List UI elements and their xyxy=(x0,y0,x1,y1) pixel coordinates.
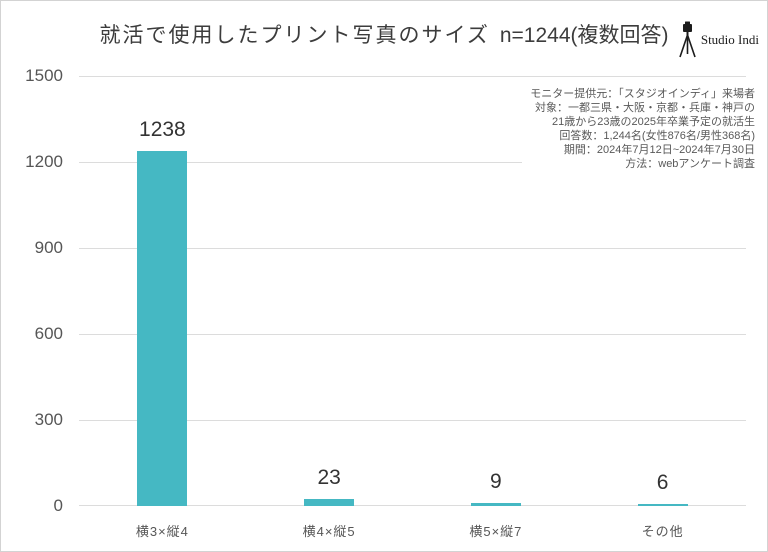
survey-note-line: 回答数：1,244名(女性876名/男性368名) xyxy=(559,130,755,142)
gridline xyxy=(79,76,746,77)
bar-value-label: 9 xyxy=(490,470,502,493)
logo-text: Studio Indi xyxy=(700,32,759,47)
survey-note-line: モニター提供元：「スタジオインディ」来場者 xyxy=(530,88,755,100)
bar-value-label: 1238 xyxy=(139,118,186,141)
y-tick-label: 300 xyxy=(34,410,63,429)
gridline xyxy=(79,334,746,335)
camera-tripod-icon xyxy=(677,21,697,59)
bar-value-label: 23 xyxy=(317,466,341,489)
chart-title-sample-size: n=1244(複数回答) xyxy=(499,24,669,47)
survey-note-line: 21歳から23歳の2025年卒業予定の就活生 xyxy=(552,116,755,128)
y-tick-label: 600 xyxy=(34,324,63,343)
survey-note-line: 対象：一都三県・大阪・京都・兵庫・神戸の xyxy=(535,102,755,114)
survey-note-line: 方法：webアンケート調査 xyxy=(625,158,755,170)
plot-area: 1238 横3×縦4 23 横4×縦5 9 横5×縦7 6 その他 xyxy=(79,76,746,539)
y-tick-label: 1500 xyxy=(25,66,63,85)
bar-value-label: 6 xyxy=(656,471,669,494)
x-tick-label: その他 xyxy=(641,524,684,539)
bar-2 xyxy=(470,503,521,506)
studio-indi-logo: Studio Indi xyxy=(677,21,759,59)
y-tick-label: 1200 xyxy=(25,152,63,171)
x-tick-label: 横5×縦7 xyxy=(469,524,523,539)
survey-note-line: 期間：2024年7月12日~2024年7月30日 xyxy=(563,144,755,156)
gridline xyxy=(79,505,746,506)
gridline xyxy=(79,248,746,249)
chart-header: 就活で使用したプリント写真のサイズ n=1244(複数回答) xyxy=(1,19,767,49)
x-tick-label: 横3×縦4 xyxy=(135,524,189,539)
bar-1 xyxy=(304,499,355,506)
y-tick-label: 900 xyxy=(34,238,63,257)
survey-note: モニター提供元：「スタジオインディ」来場者 対象：一都三県・大阪・京都・兵庫・神… xyxy=(522,87,755,171)
y-tick-label: 0 xyxy=(53,496,63,515)
bar-3 xyxy=(637,504,688,506)
x-tick-label: 横4×縦5 xyxy=(302,524,356,539)
gridline xyxy=(79,420,746,421)
bar-0 xyxy=(137,151,188,506)
gridline xyxy=(79,162,746,163)
chart-title: 就活で使用したプリント写真のサイズ xyxy=(99,24,490,47)
